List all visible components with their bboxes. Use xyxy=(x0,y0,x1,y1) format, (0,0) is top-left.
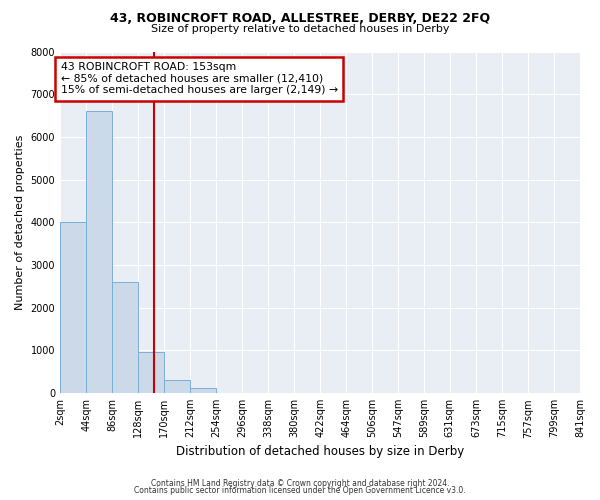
Bar xyxy=(190,388,216,393)
Bar xyxy=(60,222,86,393)
Text: Contains public sector information licensed under the Open Government Licence v3: Contains public sector information licen… xyxy=(134,486,466,495)
Text: Size of property relative to detached houses in Derby: Size of property relative to detached ho… xyxy=(151,24,449,34)
Bar xyxy=(138,352,164,393)
Text: 43, ROBINCROFT ROAD, ALLESTREE, DERBY, DE22 2FQ: 43, ROBINCROFT ROAD, ALLESTREE, DERBY, D… xyxy=(110,12,490,26)
X-axis label: Distribution of detached houses by size in Derby: Distribution of detached houses by size … xyxy=(176,444,464,458)
Bar xyxy=(164,380,190,393)
Text: Contains HM Land Registry data © Crown copyright and database right 2024.: Contains HM Land Registry data © Crown c… xyxy=(151,478,449,488)
Bar xyxy=(86,112,112,393)
Y-axis label: Number of detached properties: Number of detached properties xyxy=(15,134,25,310)
Bar xyxy=(112,282,138,393)
Text: 43 ROBINCROFT ROAD: 153sqm
← 85% of detached houses are smaller (12,410)
15% of : 43 ROBINCROFT ROAD: 153sqm ← 85% of deta… xyxy=(61,62,338,96)
